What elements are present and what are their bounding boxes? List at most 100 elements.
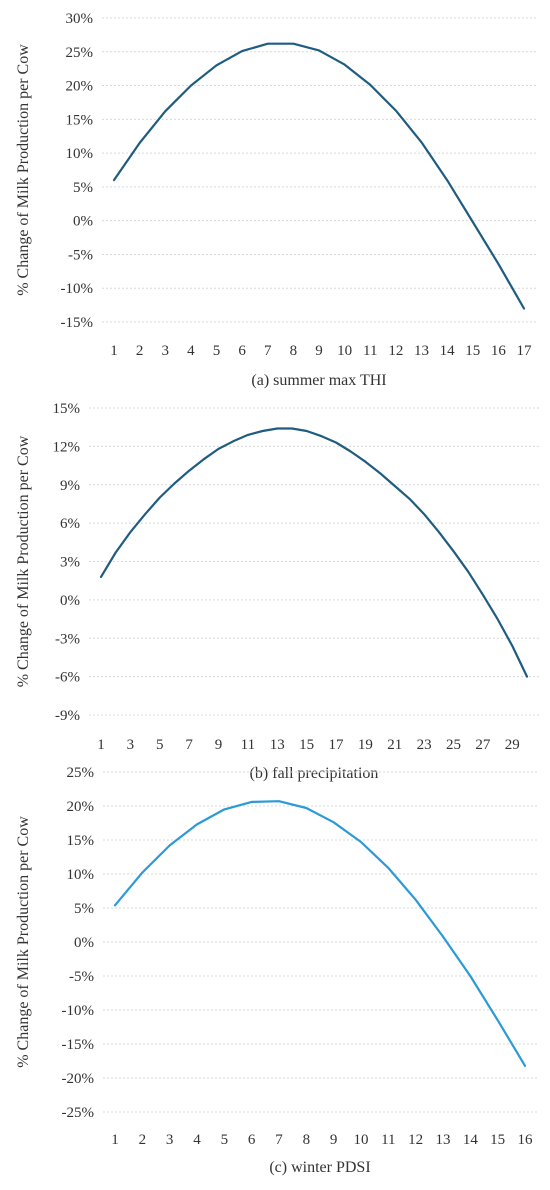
x-tick-label: 1 bbox=[97, 737, 105, 753]
data-point bbox=[394, 485, 396, 487]
data-point bbox=[350, 450, 352, 453]
x-tick-label: 27 bbox=[475, 737, 491, 753]
x-tick-label: 3 bbox=[166, 1132, 174, 1148]
data-point bbox=[114, 904, 116, 906]
data-point bbox=[344, 64, 346, 66]
x-tick-label: 12 bbox=[408, 1132, 423, 1148]
data-point bbox=[442, 935, 444, 938]
x-tick-label: 23 bbox=[417, 737, 432, 753]
x-tick-label: 15 bbox=[490, 1132, 505, 1148]
data-point bbox=[482, 594, 484, 596]
y-tick-label: 5% bbox=[73, 180, 93, 196]
data-point bbox=[526, 676, 528, 678]
chart-panel-c: 25%20%15%10%5%0%-5%-10%-15%-20%-25%1 2 3 4 5… bbox=[15, 765, 537, 1176]
y-tick-label: 15% bbox=[66, 112, 94, 128]
y-tick-label: -10% bbox=[61, 281, 94, 297]
y-tick-label: 30% bbox=[66, 11, 94, 27]
y-tick-label: 20% bbox=[66, 79, 94, 95]
x-tick-label: 19 bbox=[358, 737, 373, 753]
x-tick-label: 9 bbox=[215, 737, 223, 753]
data-point bbox=[276, 427, 278, 430]
data-point bbox=[203, 458, 205, 460]
x-tick-label: 13 bbox=[436, 1132, 451, 1148]
y-tick-label: -3% bbox=[55, 631, 80, 647]
y-tick-label: 0% bbox=[60, 593, 80, 609]
y-tick-label: -15% bbox=[61, 315, 94, 331]
y-tick-label: 5% bbox=[74, 901, 94, 917]
panel-caption-b: (b) fall precipitation bbox=[250, 765, 379, 782]
data-point bbox=[196, 823, 198, 825]
x-tick-label: 14 bbox=[463, 1132, 479, 1148]
data-point bbox=[278, 800, 280, 802]
x-tick-label: 7 bbox=[185, 737, 193, 753]
x-tick-label: 13 bbox=[270, 737, 285, 753]
data-point bbox=[141, 872, 143, 874]
data-point bbox=[524, 1065, 526, 1067]
x-tick-label: 7 bbox=[275, 1132, 283, 1148]
x-tick-label: 15 bbox=[299, 737, 314, 753]
data-point bbox=[115, 551, 117, 554]
x-tick-label: 2 bbox=[136, 343, 144, 359]
data-point bbox=[292, 43, 294, 45]
data-point bbox=[159, 496, 161, 499]
chart-panel-a: 30%25%20%15%10%5%0%-5%-10%-15%1 2 3 4 5 6 7 8 9 1… bbox=[15, 11, 536, 389]
x-tick-label: 5 bbox=[221, 1132, 229, 1148]
x-tick-label: 7 bbox=[264, 343, 272, 359]
data-point bbox=[472, 221, 474, 223]
y-tick-label: 15% bbox=[67, 833, 95, 849]
data-point bbox=[164, 110, 166, 112]
y-tick-label: -6% bbox=[55, 670, 80, 686]
data-point bbox=[446, 179, 448, 181]
y-tick-label: 9% bbox=[60, 478, 80, 494]
data-point bbox=[467, 571, 469, 573]
data-point bbox=[333, 821, 335, 823]
y-tick-label: 10% bbox=[66, 146, 94, 162]
data-point bbox=[369, 84, 371, 86]
x-tick-label: 17 bbox=[329, 737, 345, 753]
x-tick-label: 17 bbox=[517, 343, 533, 359]
data-point bbox=[232, 440, 234, 442]
series-line bbox=[113, 800, 527, 1067]
data-point bbox=[113, 179, 115, 181]
data-point bbox=[335, 441, 337, 444]
x-tick-label: 5 bbox=[156, 737, 164, 753]
data-point bbox=[215, 64, 218, 66]
x-tick-label: 15 bbox=[465, 343, 480, 359]
y-tick-label: -5% bbox=[68, 247, 93, 263]
data-point bbox=[438, 531, 440, 533]
data-point bbox=[305, 807, 307, 809]
y-tick-label: 6% bbox=[60, 516, 80, 532]
x-tick-label: 10 bbox=[354, 1132, 369, 1148]
x-tick-label: 11 bbox=[241, 737, 255, 753]
data-point bbox=[129, 531, 131, 533]
data-point bbox=[469, 975, 471, 977]
y-tick-label: 15% bbox=[53, 401, 81, 417]
data-point bbox=[291, 427, 293, 430]
data-point bbox=[223, 808, 225, 811]
data-point bbox=[261, 430, 264, 432]
data-point bbox=[511, 645, 513, 647]
y-tick-label: -10% bbox=[62, 1003, 95, 1019]
x-tick-label: 25 bbox=[446, 737, 461, 753]
x-tick-label: 11 bbox=[363, 343, 377, 359]
x-tick-label: 6 bbox=[248, 1132, 256, 1148]
x-tick-label: 2 bbox=[139, 1132, 147, 1148]
x-tick-label: 1 bbox=[111, 1132, 119, 1148]
data-point bbox=[306, 430, 308, 432]
x-tick-label: 29 bbox=[505, 737, 520, 753]
x-tick-label: 9 bbox=[315, 343, 323, 359]
x-tick-label: 14 bbox=[440, 343, 456, 359]
panel-caption-a: (a) summer max THI bbox=[251, 372, 386, 389]
data-point bbox=[420, 141, 423, 143]
y-axis-label: % Change of Milk Production per Cow bbox=[15, 435, 32, 687]
x-tick-label: 13 bbox=[414, 343, 429, 359]
data-point bbox=[379, 472, 381, 474]
data-point bbox=[190, 84, 192, 87]
y-tick-label: 0% bbox=[74, 935, 94, 951]
x-tick-label: 4 bbox=[193, 1132, 201, 1148]
data-point bbox=[395, 109, 397, 112]
data-point bbox=[247, 434, 249, 436]
panel-caption-c: (c) winter PDSI bbox=[269, 1159, 370, 1176]
x-tick-label: 12 bbox=[388, 343, 403, 359]
x-tick-label: 3 bbox=[127, 737, 135, 753]
